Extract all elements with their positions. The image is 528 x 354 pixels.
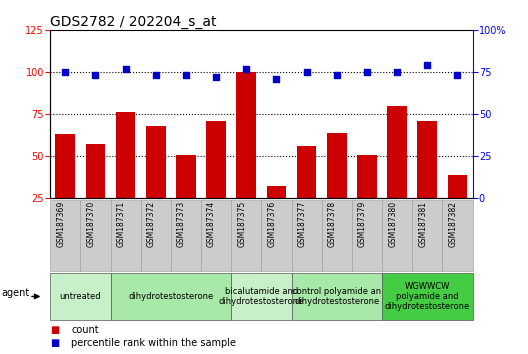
Text: control polyamide an
dihydrotestosterone: control polyamide an dihydrotestosterone xyxy=(292,287,381,306)
Bar xyxy=(86,144,105,240)
Point xyxy=(453,73,461,78)
Bar xyxy=(237,72,256,240)
Text: count: count xyxy=(71,325,99,335)
Point xyxy=(363,69,371,75)
Text: GSM187376: GSM187376 xyxy=(268,201,277,247)
Point xyxy=(272,76,281,82)
Point xyxy=(182,73,190,78)
Text: GSM187378: GSM187378 xyxy=(328,201,337,247)
Bar xyxy=(297,146,316,240)
Text: untreated: untreated xyxy=(60,292,101,301)
Bar xyxy=(55,134,75,240)
Text: percentile rank within the sample: percentile rank within the sample xyxy=(71,338,237,348)
Text: GSM187373: GSM187373 xyxy=(177,201,186,247)
Point xyxy=(303,69,311,75)
Text: GDS2782 / 202204_s_at: GDS2782 / 202204_s_at xyxy=(50,15,216,29)
Text: ■: ■ xyxy=(50,325,60,335)
Bar xyxy=(448,175,467,240)
Point xyxy=(91,73,100,78)
Text: GSM187375: GSM187375 xyxy=(237,201,246,247)
Bar xyxy=(176,154,196,240)
Text: GSM187377: GSM187377 xyxy=(298,201,307,247)
Point xyxy=(393,69,401,75)
Bar xyxy=(116,113,135,240)
Text: WGWWCW
polyamide and
dihydrotestosterone: WGWWCW polyamide and dihydrotestosterone xyxy=(385,281,470,312)
Text: GSM187379: GSM187379 xyxy=(358,201,367,247)
Point xyxy=(61,69,70,75)
Point xyxy=(152,73,160,78)
Point xyxy=(423,63,431,68)
Bar xyxy=(327,133,346,240)
Point xyxy=(212,74,220,80)
Text: bicalutamide and
dihydrotestosterone: bicalutamide and dihydrotestosterone xyxy=(219,287,304,306)
Point xyxy=(121,66,130,72)
Bar xyxy=(267,187,286,240)
Text: GSM187371: GSM187371 xyxy=(117,201,126,247)
Text: GSM187372: GSM187372 xyxy=(147,201,156,247)
Bar xyxy=(388,106,407,240)
Text: GSM187369: GSM187369 xyxy=(56,201,65,247)
Text: dihydrotestosterone: dihydrotestosterone xyxy=(128,292,213,301)
Text: GSM187370: GSM187370 xyxy=(87,201,96,247)
Bar xyxy=(357,154,377,240)
Bar xyxy=(418,121,437,240)
Text: GSM187380: GSM187380 xyxy=(388,201,397,247)
Bar xyxy=(206,121,226,240)
Text: ■: ■ xyxy=(50,338,60,348)
Point xyxy=(242,66,250,72)
Text: GSM187382: GSM187382 xyxy=(448,201,457,247)
Text: agent: agent xyxy=(2,288,30,298)
Text: GSM187381: GSM187381 xyxy=(418,201,427,247)
Bar xyxy=(146,126,166,240)
Point xyxy=(333,73,341,78)
Text: GSM187374: GSM187374 xyxy=(207,201,216,247)
